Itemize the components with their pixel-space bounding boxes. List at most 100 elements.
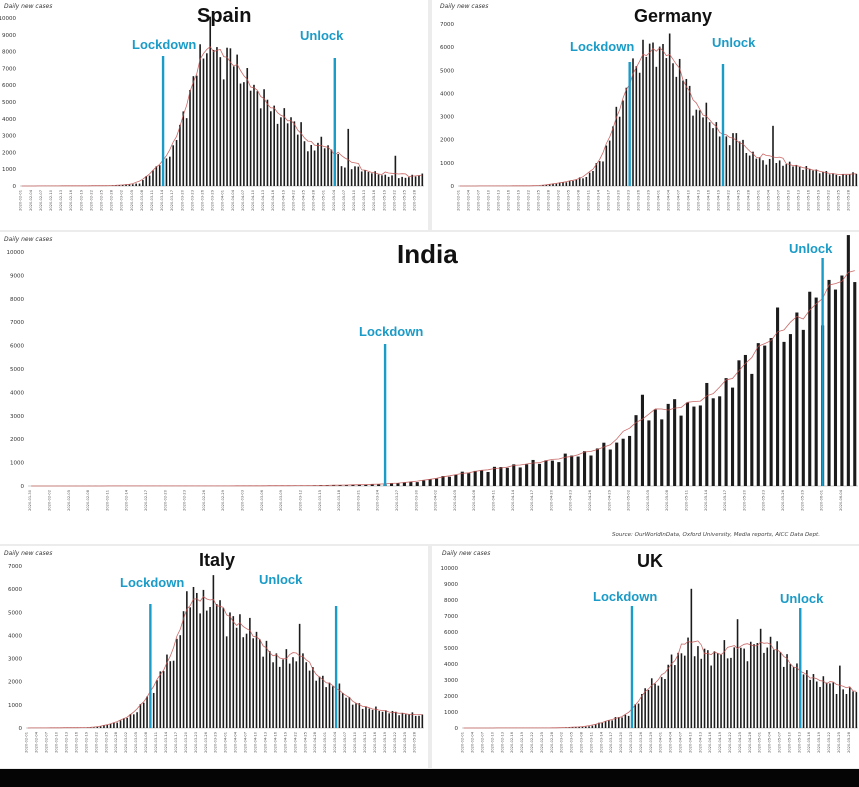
y-tick-label: 9000 [2,33,16,39]
daily-cases-bar [716,653,719,728]
daily-cases-bar [209,606,211,728]
x-tick-label: 2020-04-10 [251,189,255,211]
x-tick-label: 2020-02-07 [477,190,481,211]
daily-cases-bar [782,666,785,728]
spain-chart-title: Spain [197,5,252,27]
daily-cases-bar [688,85,691,186]
daily-cases-bar [572,180,574,186]
daily-cases-bar [169,661,172,728]
daily-cases-bar [809,679,811,728]
daily-cases-bar [290,117,292,186]
daily-cases-bar [256,91,259,186]
daily-cases-bar [839,665,841,728]
daily-cases-bar [398,715,400,728]
daily-cases-bar [375,706,377,728]
x-tick-label: 2020-05-19 [382,189,386,211]
x-tick-label: 2020-04-22 [293,732,297,753]
daily-cases-bar [743,354,747,486]
daily-cases-bar [308,670,311,728]
x-tick-label: 2020-04-16 [708,731,712,753]
daily-cases-bar [192,586,195,728]
x-tick-label: 2020-05-13 [797,190,801,211]
x-tick-label: 2020-02-04 [35,731,39,753]
daily-cases-bar [848,687,851,728]
daily-cases-bar [355,703,357,728]
daily-cases-bar [738,141,741,186]
daily-cases-bar [415,482,419,486]
daily-cases-bar [295,661,298,728]
x-tick-label: 2020-04-01 [657,190,661,211]
x-tick-label: 2020-04-07 [241,190,245,211]
daily-cases-bar [845,174,848,186]
daily-cases-bar [725,136,728,186]
x-tick-label: 2020-02-16 [69,189,73,211]
x-tick-label: 2020-05-28 [413,731,417,753]
daily-cases-bar [766,647,769,728]
daily-cases-bar [286,123,289,186]
x-tick-label: 2020-05-16 [373,731,377,753]
daily-cases-bar [645,56,648,186]
daily-cases-bar [557,462,561,486]
daily-cases-bar [568,181,571,186]
uk-unlock-label: Unlock [780,591,824,606]
x-tick-label: 2020-03-26 [204,731,208,753]
daily-cases-bar [408,177,410,186]
x-tick-label: 2020-05-17 [723,490,727,511]
daily-cases-bar [158,165,161,186]
daily-cases-bar [226,47,228,187]
x-tick-label: 2020-05-01 [757,190,761,211]
daily-cases-bar [394,155,397,186]
germany-lockdown-label: Lockdown [570,39,635,54]
daily-cases-bar [785,164,788,186]
x-tick-label: 2020-05-28 [847,189,851,211]
y-tick-label: 7000 [8,564,22,570]
y-tick-label: 7000 [2,66,16,72]
daily-cases-bar [592,171,594,186]
x-tick-label: 2020-05-07 [777,190,781,211]
daily-cases-bar [550,460,554,486]
daily-cases-bar [832,173,834,186]
y-tick-label: 4000 [10,390,24,396]
daily-cases-bar [216,47,218,187]
daily-cases-bar [222,608,225,728]
y-tick-label: 7000 [10,320,24,326]
x-tick-label: 2020-01-30 [28,489,32,511]
x-tick-label: 2020-05-22 [392,190,396,211]
daily-cases-bar [658,46,661,187]
daily-cases-bar [146,696,148,728]
daily-cases-bar [242,637,245,728]
x-tick-label: 2020-05-13 [362,190,366,211]
daily-cases-bar [595,163,598,186]
daily-cases-bar [583,451,587,486]
daily-cases-bar [792,166,794,186]
x-tick-label: 2020-03-17 [609,732,613,753]
daily-cases-bar [182,611,185,728]
daily-cases-bar [594,724,597,728]
daily-cases-bar [486,471,490,486]
germany-chart-svg: 0 1000 2000 3000 4000 5000 6000 7000 2020-02-01 2… [440,22,858,211]
spain-chart-panel: 0 1000 2000 3000 4000 5000 6000 7000 8000 9000 100… [0,0,428,230]
daily-cases-bar [608,449,612,486]
daily-cases-bar [300,122,302,186]
x-tick-label: 2020-02-10 [490,731,494,753]
italy-chart-title: Italy [199,550,236,570]
y-tick-label: 3000 [2,134,16,140]
x-tick-label: 2020-05-10 [787,731,791,753]
daily-cases-bar [212,575,215,728]
daily-cases-bar [361,708,364,728]
daily-cases-bar [391,710,394,728]
x-tick-label: 2020-04-25 [738,732,742,753]
x-tick-label: 2020-04-11 [491,490,495,511]
daily-cases-bar [621,438,625,486]
x-tick-label: 2020-05-23 [762,490,766,511]
daily-cases-bar [855,692,858,728]
daily-cases-bar [855,173,858,186]
daily-cases-bar [142,702,145,728]
x-tick-label: 2020-02-07 [45,732,49,753]
daily-cases-bar [263,89,265,186]
daily-cases-bar [377,484,381,486]
daily-cases-bar [492,466,497,486]
x-tick-label: 2020-05-10 [353,731,357,753]
daily-cases-bar [853,282,857,486]
daily-cases-bar [245,633,248,728]
